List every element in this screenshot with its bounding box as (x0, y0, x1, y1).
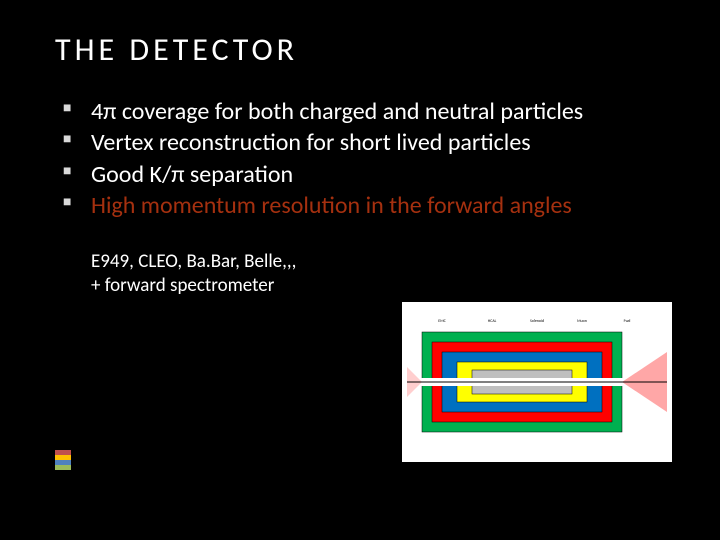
svg-text:Muon: Muon (577, 319, 587, 324)
slide: THE DETECTOR 4π coverage for both charge… (0, 0, 720, 540)
svg-text:Fwd: Fwd (624, 319, 631, 324)
bullet-text: Good K/π separation (91, 160, 293, 189)
caption: E949, CLEO, Ba.Bar, Belle,,, + forward s… (91, 250, 361, 298)
detector-diagram: EMC HCAL Solenoid Muon Fwd (402, 302, 672, 462)
bullet-text: Vertex reconstruction for short lived pa… (91, 128, 531, 157)
accent-bar (55, 465, 71, 470)
accent-bars (55, 450, 71, 470)
detector-svg: EMC HCAL Solenoid Muon Fwd (402, 302, 672, 462)
bullet-text: 4π coverage for both charged and neutral… (91, 97, 583, 126)
bullet-item: High momentum resolution in the forward … (63, 191, 665, 220)
svg-text:Solenoid: Solenoid (530, 319, 544, 324)
bullet-item: Good K/π separation (63, 160, 665, 189)
svg-text:HCAL: HCAL (488, 319, 497, 324)
bullet-list: 4π coverage for both charged and neutral… (63, 97, 665, 220)
bullet-text: High momentum resolution in the forward … (91, 191, 572, 220)
bullet-item: 4π coverage for both charged and neutral… (63, 97, 665, 126)
caption-line: + forward spectrometer (91, 274, 361, 298)
slide-title: THE DETECTOR (55, 30, 665, 69)
caption-line: E949, CLEO, Ba.Bar, Belle,,, (91, 250, 361, 274)
bullet-item: Vertex reconstruction for short lived pa… (63, 128, 665, 157)
svg-text:EMC: EMC (438, 319, 446, 324)
